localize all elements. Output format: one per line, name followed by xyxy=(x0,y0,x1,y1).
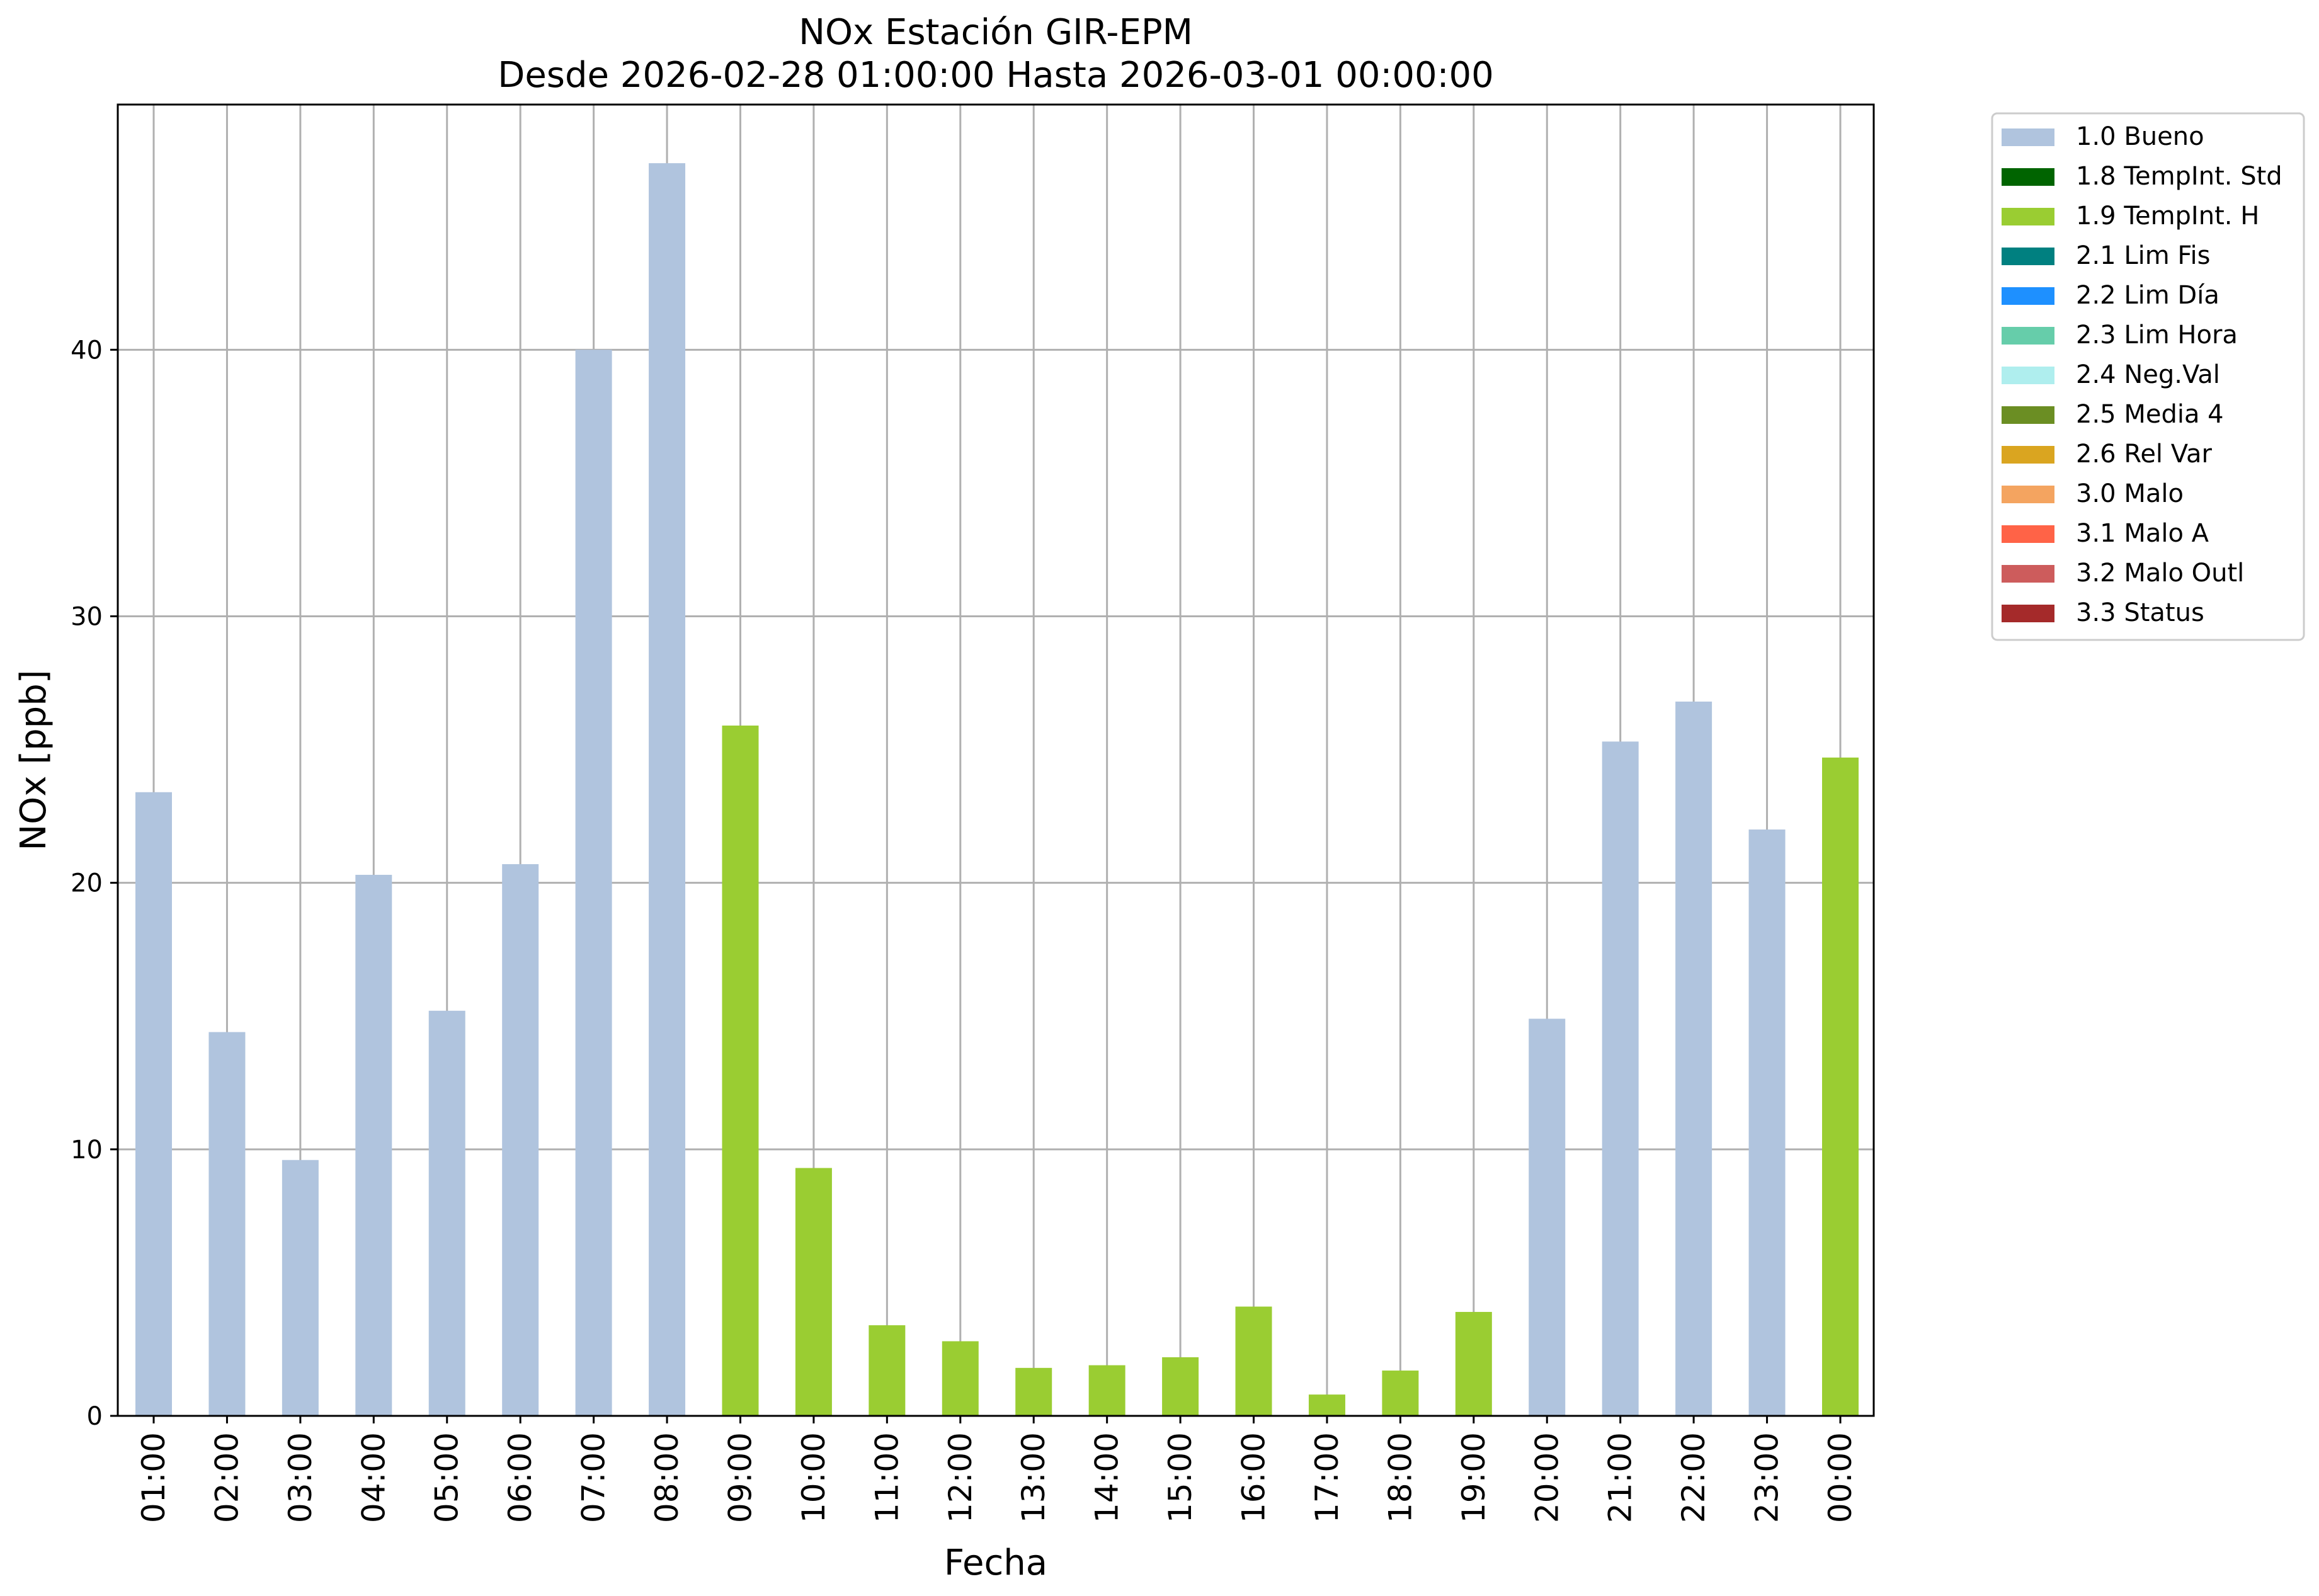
bar xyxy=(1748,829,1786,1416)
bar xyxy=(575,350,612,1416)
bar xyxy=(428,1010,465,1416)
y-axis-ticks: 0 10 20 30 40 xyxy=(71,336,118,1431)
x-tick-label: 00:00 xyxy=(1822,1432,1859,1523)
bar xyxy=(795,1168,832,1416)
bar xyxy=(135,792,172,1416)
legend-swatch xyxy=(2002,525,2054,543)
legend-label: 3.0 Malo xyxy=(2076,479,2184,508)
bar xyxy=(1308,1394,1345,1416)
bar xyxy=(1602,741,1639,1416)
y-tick-label: 20 xyxy=(71,869,103,898)
legend-label: 1.8 TempInt. Std xyxy=(2076,162,2282,191)
x-tick-label: 07:00 xyxy=(576,1432,612,1523)
legend-swatch xyxy=(2002,128,2054,146)
x-tick-label: 09:00 xyxy=(722,1432,758,1523)
bar xyxy=(1235,1306,1272,1416)
x-tick-label: 02:00 xyxy=(208,1432,245,1523)
legend-label: 2.6 Rel Var xyxy=(2076,440,2213,469)
bars xyxy=(135,163,1859,1416)
x-tick-label: 23:00 xyxy=(1749,1432,1786,1523)
bar xyxy=(722,725,759,1416)
bar xyxy=(1675,701,1712,1416)
x-tick-label: 04:00 xyxy=(355,1432,392,1523)
legend-label: 1.9 TempInt. H xyxy=(2076,202,2259,231)
x-axis-ticks: 01:00 02:00 03:00 04:00 05:00 06:00 07:00 08:00… xyxy=(135,1416,1859,1523)
legend-label: 2.2 Lim Día xyxy=(2076,281,2219,310)
x-tick-label: 16:00 xyxy=(1236,1432,1272,1523)
y-tick-label: 30 xyxy=(71,602,103,631)
bar xyxy=(502,864,539,1416)
x-tick-label: 06:00 xyxy=(502,1432,538,1523)
y-tick-label: 10 xyxy=(71,1136,103,1165)
y-tick-label: 40 xyxy=(71,336,103,365)
legend-label: 2.5 Media 4 xyxy=(2076,400,2224,429)
bar xyxy=(1822,757,1859,1416)
x-axis-label: Fecha xyxy=(944,1542,1047,1583)
y-axis-label: NOx [ppb] xyxy=(13,670,54,850)
x-tick-label: 15:00 xyxy=(1162,1432,1199,1523)
bar xyxy=(355,874,392,1416)
bar xyxy=(208,1032,246,1416)
x-tick-label: 12:00 xyxy=(942,1432,979,1523)
x-tick-label: 17:00 xyxy=(1309,1432,1345,1523)
x-tick-label: 20:00 xyxy=(1529,1432,1565,1523)
legend-swatch xyxy=(2002,208,2054,225)
legend-box xyxy=(1991,112,2305,641)
x-tick-label: 18:00 xyxy=(1382,1432,1418,1523)
x-tick-label: 05:00 xyxy=(429,1432,465,1523)
legend-swatch xyxy=(2002,168,2054,186)
bar xyxy=(869,1325,906,1416)
bar xyxy=(282,1160,319,1416)
x-tick-label: 01:00 xyxy=(135,1432,172,1523)
legend-swatch xyxy=(2002,486,2054,503)
legend: 1.0 Bueno 1.8 TempInt. Std 1.9 TempInt. H 2… xyxy=(1991,112,2305,641)
legend-swatch xyxy=(2002,327,2054,345)
legend-swatch xyxy=(2002,605,2054,622)
chart-title: NOx Estación GIR-EPM xyxy=(799,12,1193,53)
bar xyxy=(1015,1367,1052,1416)
legend-label: 2.1 Lim Fis xyxy=(2076,241,2210,270)
legend-label: 1.0 Bueno xyxy=(2076,122,2204,151)
x-tick-label: 19:00 xyxy=(1456,1432,1492,1523)
plot-frame xyxy=(117,103,1875,1417)
legend-label: 2.4 Neg.Val xyxy=(2076,360,2220,389)
bar xyxy=(649,163,686,1416)
x-tick-label: 11:00 xyxy=(869,1432,905,1523)
legend-swatch xyxy=(2002,367,2054,384)
legend-label: 3.1 Malo A xyxy=(2076,519,2209,548)
bar xyxy=(1529,1018,1566,1416)
bar xyxy=(1088,1365,1125,1416)
legend-label: 2.3 Lim Hora xyxy=(2076,321,2238,350)
x-tick-label: 13:00 xyxy=(1015,1432,1052,1523)
chart-subtitle: Desde 2026-02-28 01:00:00 Hasta 2026-03-… xyxy=(498,55,1494,96)
legend-swatch xyxy=(2002,248,2054,265)
x-tick-label: 22:00 xyxy=(1675,1432,1712,1523)
bar xyxy=(1382,1371,1419,1416)
legend-swatch xyxy=(2002,446,2054,464)
x-tick-label: 14:00 xyxy=(1089,1432,1125,1523)
y-tick-label: 0 xyxy=(87,1402,103,1431)
legend-swatch xyxy=(2002,287,2054,305)
bar xyxy=(1162,1357,1199,1416)
x-tick-label: 21:00 xyxy=(1602,1432,1639,1523)
legend-swatch xyxy=(2002,565,2054,583)
legend-label: 3.2 Malo Outl xyxy=(2076,559,2244,588)
x-tick-label: 08:00 xyxy=(649,1432,685,1523)
x-tick-label: 10:00 xyxy=(795,1432,832,1523)
legend-label: 3.3 Status xyxy=(2076,598,2204,627)
legend-swatch xyxy=(2002,406,2054,424)
x-tick-label: 03:00 xyxy=(282,1432,319,1523)
bar xyxy=(942,1341,979,1416)
bar xyxy=(1455,1311,1492,1416)
